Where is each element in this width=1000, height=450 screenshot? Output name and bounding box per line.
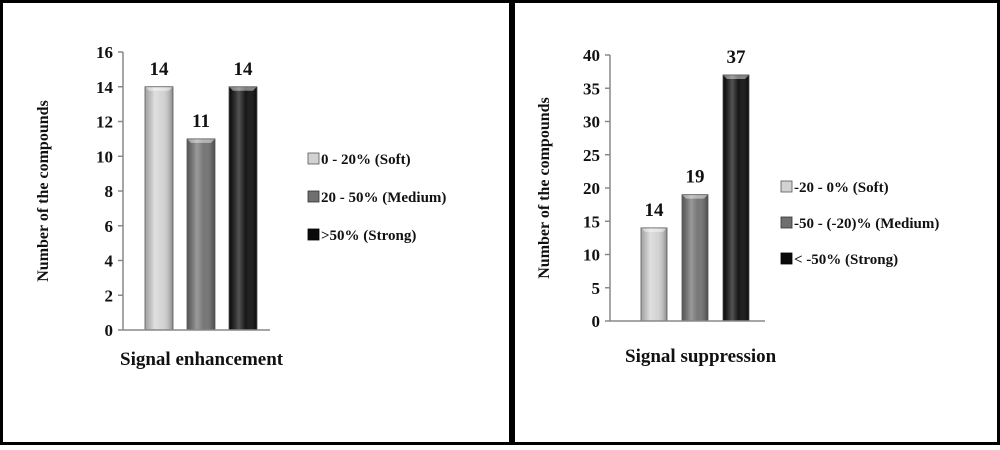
data-label: 14 xyxy=(645,200,665,221)
legend-swatch-medium xyxy=(780,216,793,229)
legend-label-strong: < -50% (Strong) xyxy=(794,252,898,268)
left-x-axis-label: Signal enhancement xyxy=(120,349,284,370)
y-tick-label: 20 xyxy=(583,179,600,198)
left-bars xyxy=(144,86,258,331)
legend-label-soft: 0 - 20% (Soft) xyxy=(321,152,411,168)
bar-soft xyxy=(640,227,668,322)
bar-shade xyxy=(723,74,749,321)
y-tick-label: 6 xyxy=(105,217,114,236)
legend-swatch-strong xyxy=(780,252,793,265)
legend-item: < -50% (Strong) xyxy=(780,252,898,268)
bar-strong xyxy=(228,86,258,331)
bar-cap xyxy=(145,86,173,91)
left-panel-frame xyxy=(0,0,512,445)
y-tick-label: 15 xyxy=(583,212,600,231)
y-tick-label: 2 xyxy=(105,286,114,305)
legend-label-soft: -20 - 0% (Soft) xyxy=(794,180,889,196)
y-tick-label: 12 xyxy=(96,113,113,132)
bar-cap xyxy=(641,227,667,232)
y-tick-label: 8 xyxy=(105,182,114,201)
legend-swatch-medium xyxy=(307,190,320,203)
left-chart: 0 2 4 6 8 10 12 14 16 14 11 14 Number of the compo… xyxy=(35,43,446,370)
bar-shade xyxy=(641,227,667,321)
data-label: 11 xyxy=(192,111,210,132)
data-label: 14 xyxy=(234,59,254,80)
y-tick-label: 4 xyxy=(105,252,114,271)
bar-cap xyxy=(229,86,257,91)
y-tick-label: 10 xyxy=(583,246,600,265)
y-tick-label: 16 xyxy=(96,43,113,62)
right-bars xyxy=(640,74,750,322)
y-tick-label: 25 xyxy=(583,146,600,165)
y-tick-label: 40 xyxy=(583,46,600,65)
right-legend: -20 - 0% (Soft) -50 - (-20)% (Medium) < … xyxy=(780,180,939,268)
y-tick-label: 0 xyxy=(105,321,114,340)
left-y-ticks: 0 2 4 6 8 10 12 14 16 xyxy=(96,43,123,340)
bar-shade xyxy=(187,138,215,330)
bar-cap xyxy=(187,138,215,143)
bar-soft xyxy=(144,86,174,331)
left-y-axis-label: Number of the compounds xyxy=(35,100,52,282)
right-y-ticks: 0 5 10 15 20 25 30 35 40 xyxy=(583,46,610,331)
right-x-axis-label: Signal suppression xyxy=(625,346,777,367)
legend-swatch-soft xyxy=(307,152,320,165)
bar-shade xyxy=(145,86,173,330)
bar-medium xyxy=(681,194,709,322)
right-data-labels: 14 19 37 xyxy=(645,47,747,221)
left-data-labels: 14 11 14 xyxy=(150,59,254,132)
legend-swatch-strong xyxy=(307,228,320,241)
y-tick-label: 35 xyxy=(583,79,600,98)
legend-item: 0 - 20% (Soft) xyxy=(307,152,411,168)
legend-label-medium: 20 - 50% (Medium) xyxy=(321,190,446,206)
bar-shade xyxy=(682,194,708,321)
data-label: 14 xyxy=(150,59,170,80)
legend-item: -20 - 0% (Soft) xyxy=(780,180,889,196)
legend-label-strong: >50% (Strong) xyxy=(321,228,416,244)
y-tick-label: 10 xyxy=(96,147,113,166)
bar-cap xyxy=(682,194,708,199)
bar-cap xyxy=(723,74,749,79)
data-label: 37 xyxy=(727,47,747,68)
legend-swatch-soft xyxy=(780,180,793,193)
bar-strong xyxy=(722,74,750,322)
right-chart: 0 5 10 15 20 25 30 35 40 14 19 37 Number of the co… xyxy=(536,46,939,367)
y-tick-label: 14 xyxy=(96,78,114,97)
legend-item: >50% (Strong) xyxy=(307,228,416,244)
right-panel-frame xyxy=(512,0,1000,445)
bar-shade xyxy=(229,86,257,330)
legend-label-medium: -50 - (-20)% (Medium) xyxy=(794,216,939,232)
left-legend: 0 - 20% (Soft) 20 - 50% (Medium) >50% (S… xyxy=(307,152,446,244)
legend-item: -50 - (-20)% (Medium) xyxy=(780,216,939,232)
right-y-axis-label: Number of the compounds xyxy=(536,97,553,279)
data-label: 19 xyxy=(686,167,705,188)
y-tick-label: 30 xyxy=(583,113,600,132)
legend-item: 20 - 50% (Medium) xyxy=(307,190,446,206)
bar-medium xyxy=(186,138,216,331)
y-tick-label: 0 xyxy=(592,312,601,331)
y-tick-label: 5 xyxy=(592,279,601,298)
